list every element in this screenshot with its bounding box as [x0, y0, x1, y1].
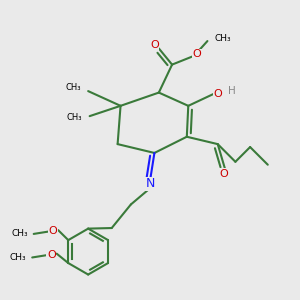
Text: N: N: [145, 177, 155, 190]
Text: O: O: [47, 250, 56, 260]
Text: CH₃: CH₃: [11, 230, 28, 238]
Text: O: O: [213, 89, 222, 99]
Text: O: O: [150, 40, 159, 50]
Text: CH₃: CH₃: [65, 83, 81, 92]
Text: O: O: [193, 49, 202, 59]
Text: O: O: [219, 169, 228, 178]
Text: CH₃: CH₃: [10, 253, 26, 262]
Text: CH₃: CH₃: [215, 34, 231, 43]
Text: O: O: [49, 226, 57, 236]
Text: CH₃: CH₃: [67, 113, 82, 122]
Text: H: H: [228, 86, 236, 96]
